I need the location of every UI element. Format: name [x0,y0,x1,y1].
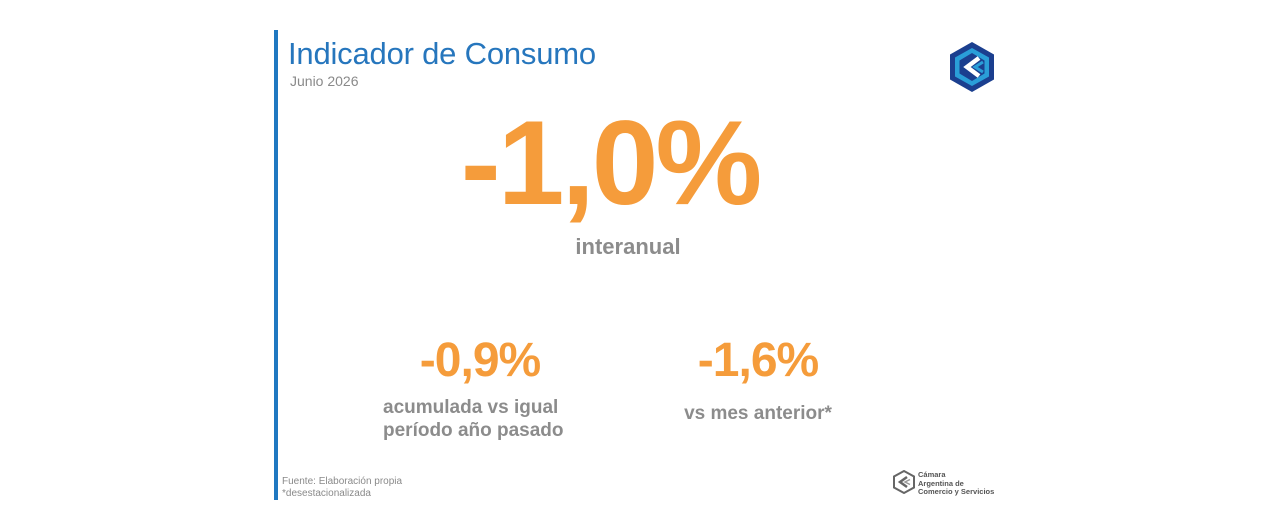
source-note: Fuente: Elaboración propia [282,476,403,487]
org-name-line: Argentina de [918,478,964,488]
org-name-line: Cámara [918,470,946,479]
monthly-kpi-value: -1,6% [697,334,819,387]
org-name-line: Comercio y Servicios [918,487,995,496]
cac-hexagon-logo-small-icon [892,469,916,495]
main-kpi-value: -1,0% [460,96,762,230]
footnotes: Fuente: Elaboración propia *desestaciona… [282,476,402,500]
cac-hexagon-logo-icon [946,40,998,94]
org-name: Cámara Argentina de Comercio y Servicios [918,470,995,497]
seasonal-note: *desestacionalizada [282,488,371,499]
page-subtitle: Junio 2026 [290,73,359,89]
page-title: Indicador de Consumo [288,36,596,71]
accent-bar [274,30,278,500]
main-kpi-label: interanual [575,234,681,259]
monthly-kpi-label: vs mes anterior* [684,403,832,424]
cumulative-kpi-value: -0,9% [419,334,541,387]
cumulative-kpi-label: acumulada vs igual período año pasado [383,397,564,441]
